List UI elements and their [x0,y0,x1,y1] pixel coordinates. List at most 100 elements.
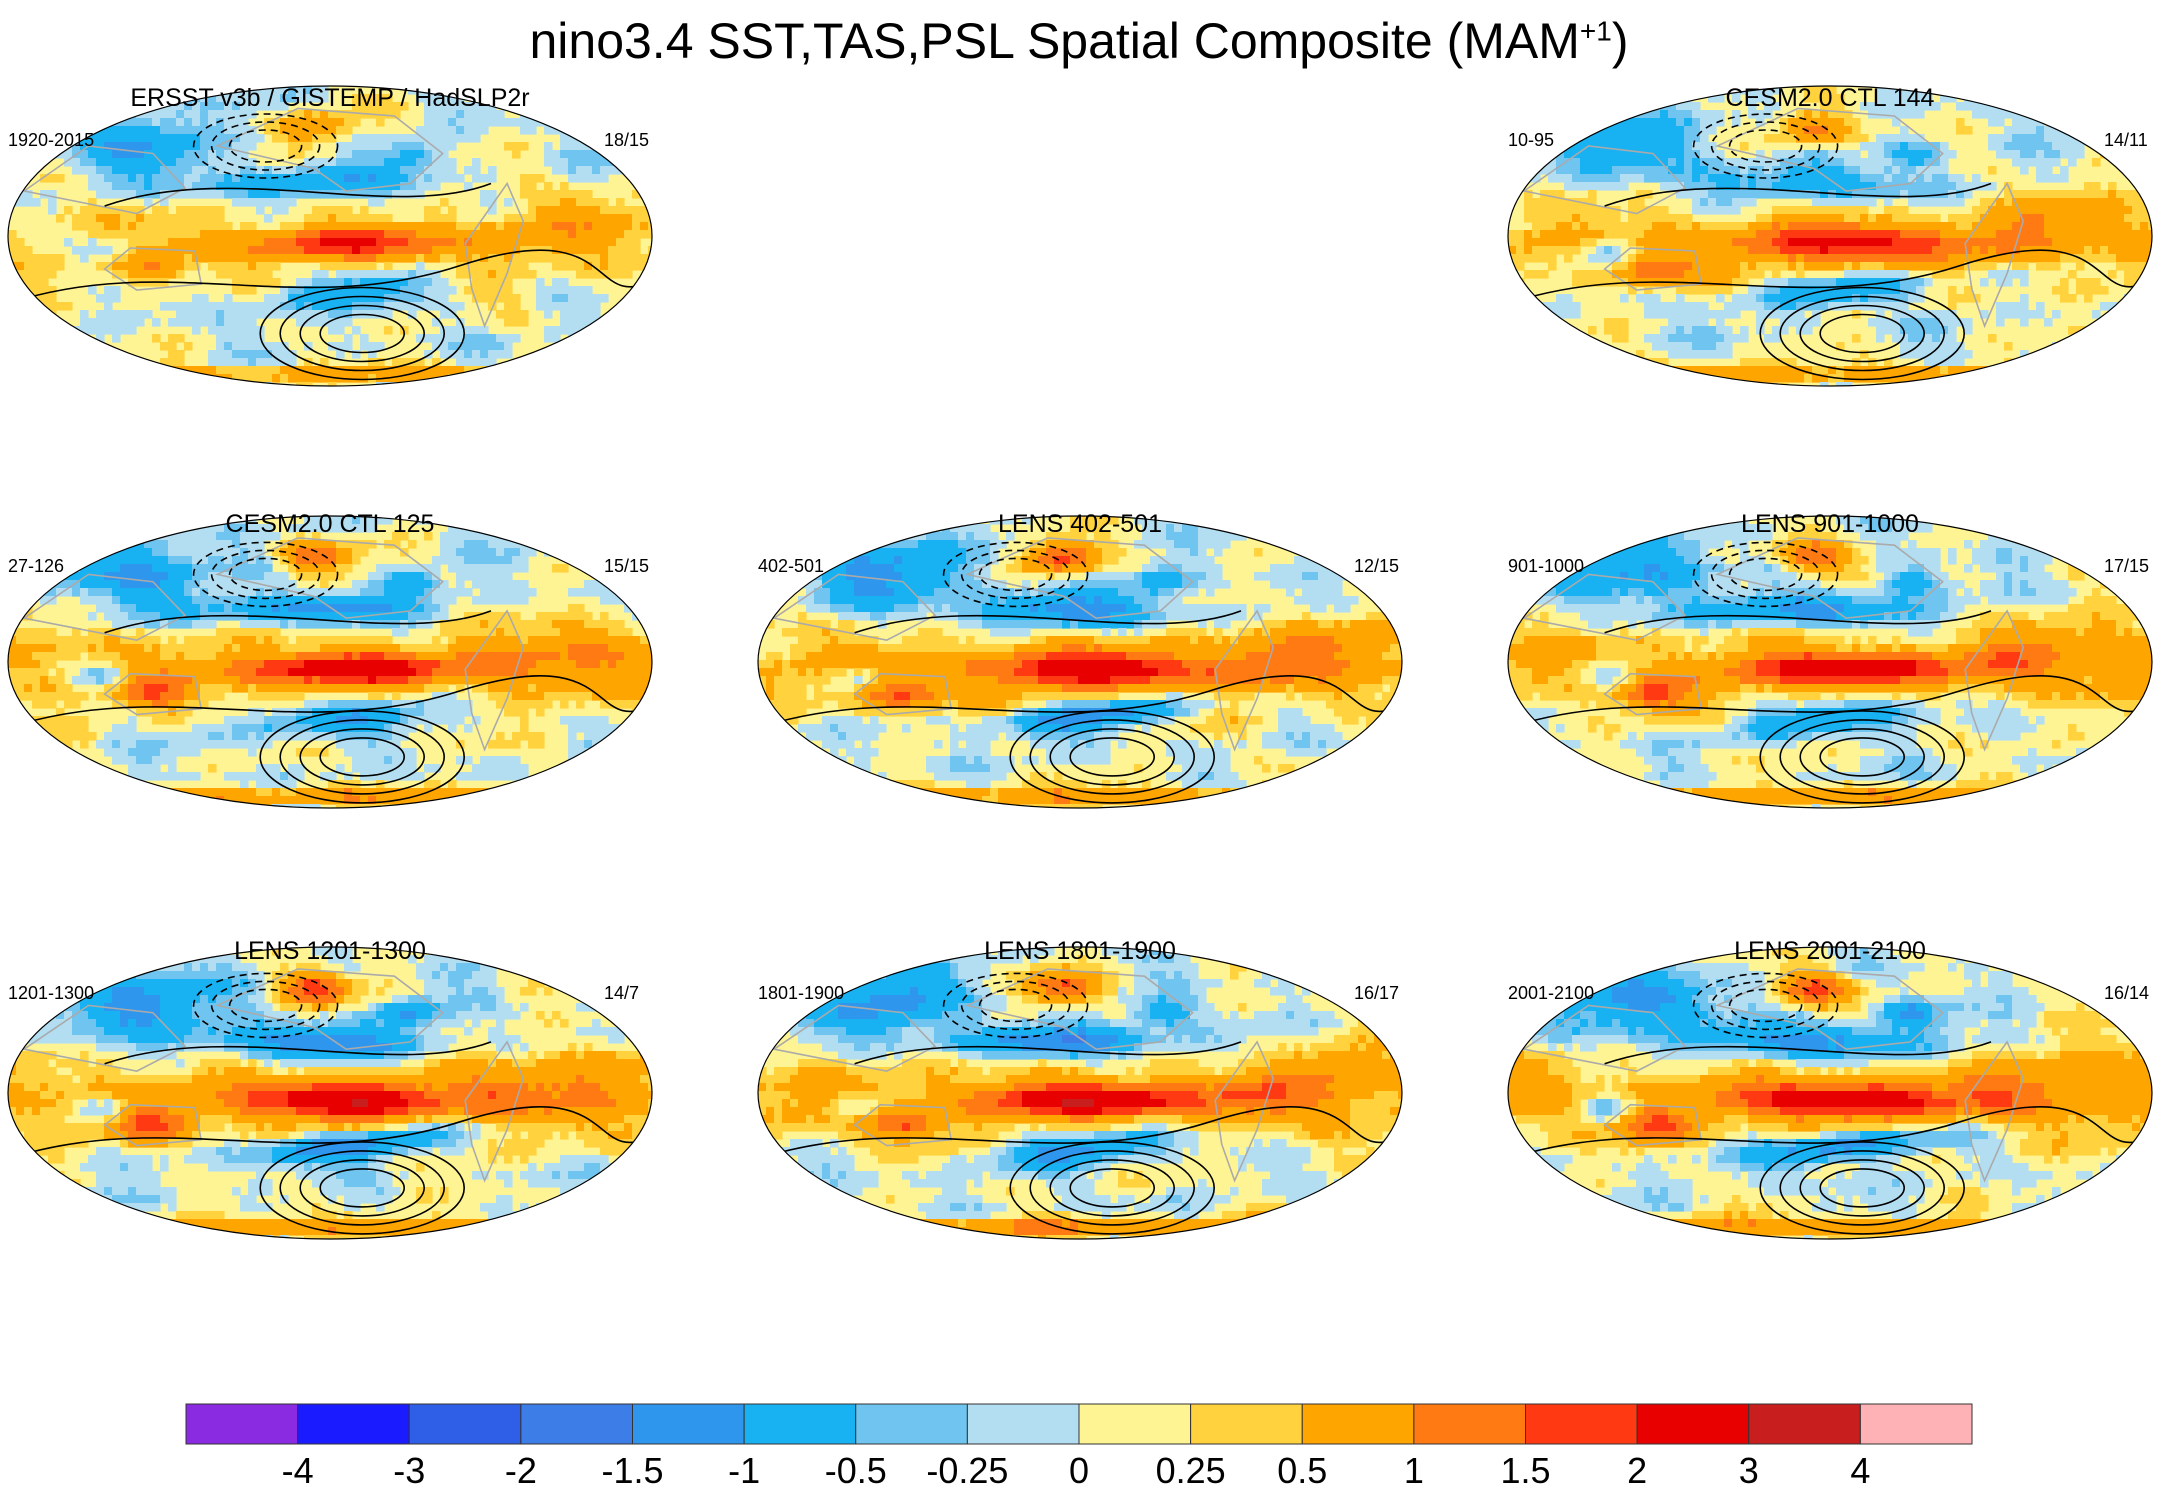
map-cell [1588,190,1597,199]
map-cell [112,254,121,263]
map-cell [1828,166,1837,175]
map-cell [1756,294,1765,303]
map-cell [504,540,513,549]
map-cell [1740,158,1749,167]
map-cell [8,660,17,669]
map-cell [1716,198,1725,207]
map-cell [1796,166,1805,175]
map-cell [344,652,353,661]
map-cell [408,540,417,549]
map-cell [192,684,201,693]
map-cell [336,286,345,295]
map-cell [232,94,241,103]
map-cell [232,118,241,127]
map-cell [1916,326,1925,335]
map-cell [64,206,73,215]
map-cell [1836,366,1845,375]
map-cell [168,700,177,709]
map-cell [304,700,313,709]
map-cell [408,182,417,191]
map-cell [312,366,321,375]
map-cell [464,628,473,637]
map-cell [152,716,161,725]
map-cell [152,596,161,605]
map-cell [288,174,297,183]
map-cell [160,692,169,701]
map-cell [1684,326,1693,335]
map-cell [280,174,289,183]
map-cell [464,612,473,621]
map-cell [416,652,425,661]
map-cell [1748,270,1757,279]
map-cell [576,668,585,677]
map-cell [96,190,105,199]
map-cell [136,548,145,557]
map-cell [544,158,553,167]
map-cell [232,660,241,669]
map-cell [272,254,281,263]
map-cell [640,644,649,653]
map-cell [1788,230,1797,239]
map-cell [496,110,505,119]
map-cell [136,174,145,183]
map-cell [1708,150,1717,159]
map-cell [2028,254,2037,263]
map-cell [200,564,209,573]
map-cell [296,142,305,151]
map-cell [600,238,609,247]
map-cell [304,684,313,693]
map-cell [424,588,433,597]
map-cell [1668,262,1677,271]
map-cell [416,246,425,255]
map-cell [152,548,161,557]
map-cell [144,270,153,279]
map-cell [160,358,169,367]
map-cell [1540,238,1549,247]
map-cell [496,564,505,573]
map-cell [464,668,473,677]
map-cell [1780,166,1789,175]
map-cell [88,150,97,159]
map-cell [48,286,57,295]
map-cell [376,238,385,247]
map-cell [576,318,585,327]
map-cell [2140,230,2149,239]
map-cell [1548,206,1557,215]
map-cell [72,652,81,661]
map-cell [232,310,241,319]
map-cell [1908,222,1917,231]
map-cell [2036,214,2045,223]
map-cell [1852,294,1861,303]
map-cell [368,604,377,613]
map-cell [1940,310,1949,319]
map-cell [376,644,385,653]
map-cell [288,556,297,565]
map-cell [440,150,449,159]
map-cell [344,238,353,247]
map-cell [1708,238,1717,247]
map-cell [376,270,385,279]
map-cell [424,222,433,231]
map-cell [1868,278,1877,287]
map-cell [48,206,57,215]
map-cell [592,644,601,653]
map-cell [360,246,369,255]
map-cell [1692,222,1701,231]
map-cell [280,206,289,215]
map-cell [376,246,385,255]
map-cell [1604,326,1613,335]
map-cell [1804,246,1813,255]
map-cell [424,668,433,677]
map-cell [1572,142,1581,151]
map-cell [376,198,385,207]
map-cell [1916,262,1925,271]
map-cell [472,580,481,589]
map-cell [208,254,217,263]
map-cell [312,636,321,645]
map-cell [496,262,505,271]
map-cell [304,358,313,367]
map-cell [1676,150,1685,159]
map-cell [248,588,257,597]
map-cell [248,246,257,255]
map-cell [112,158,121,167]
